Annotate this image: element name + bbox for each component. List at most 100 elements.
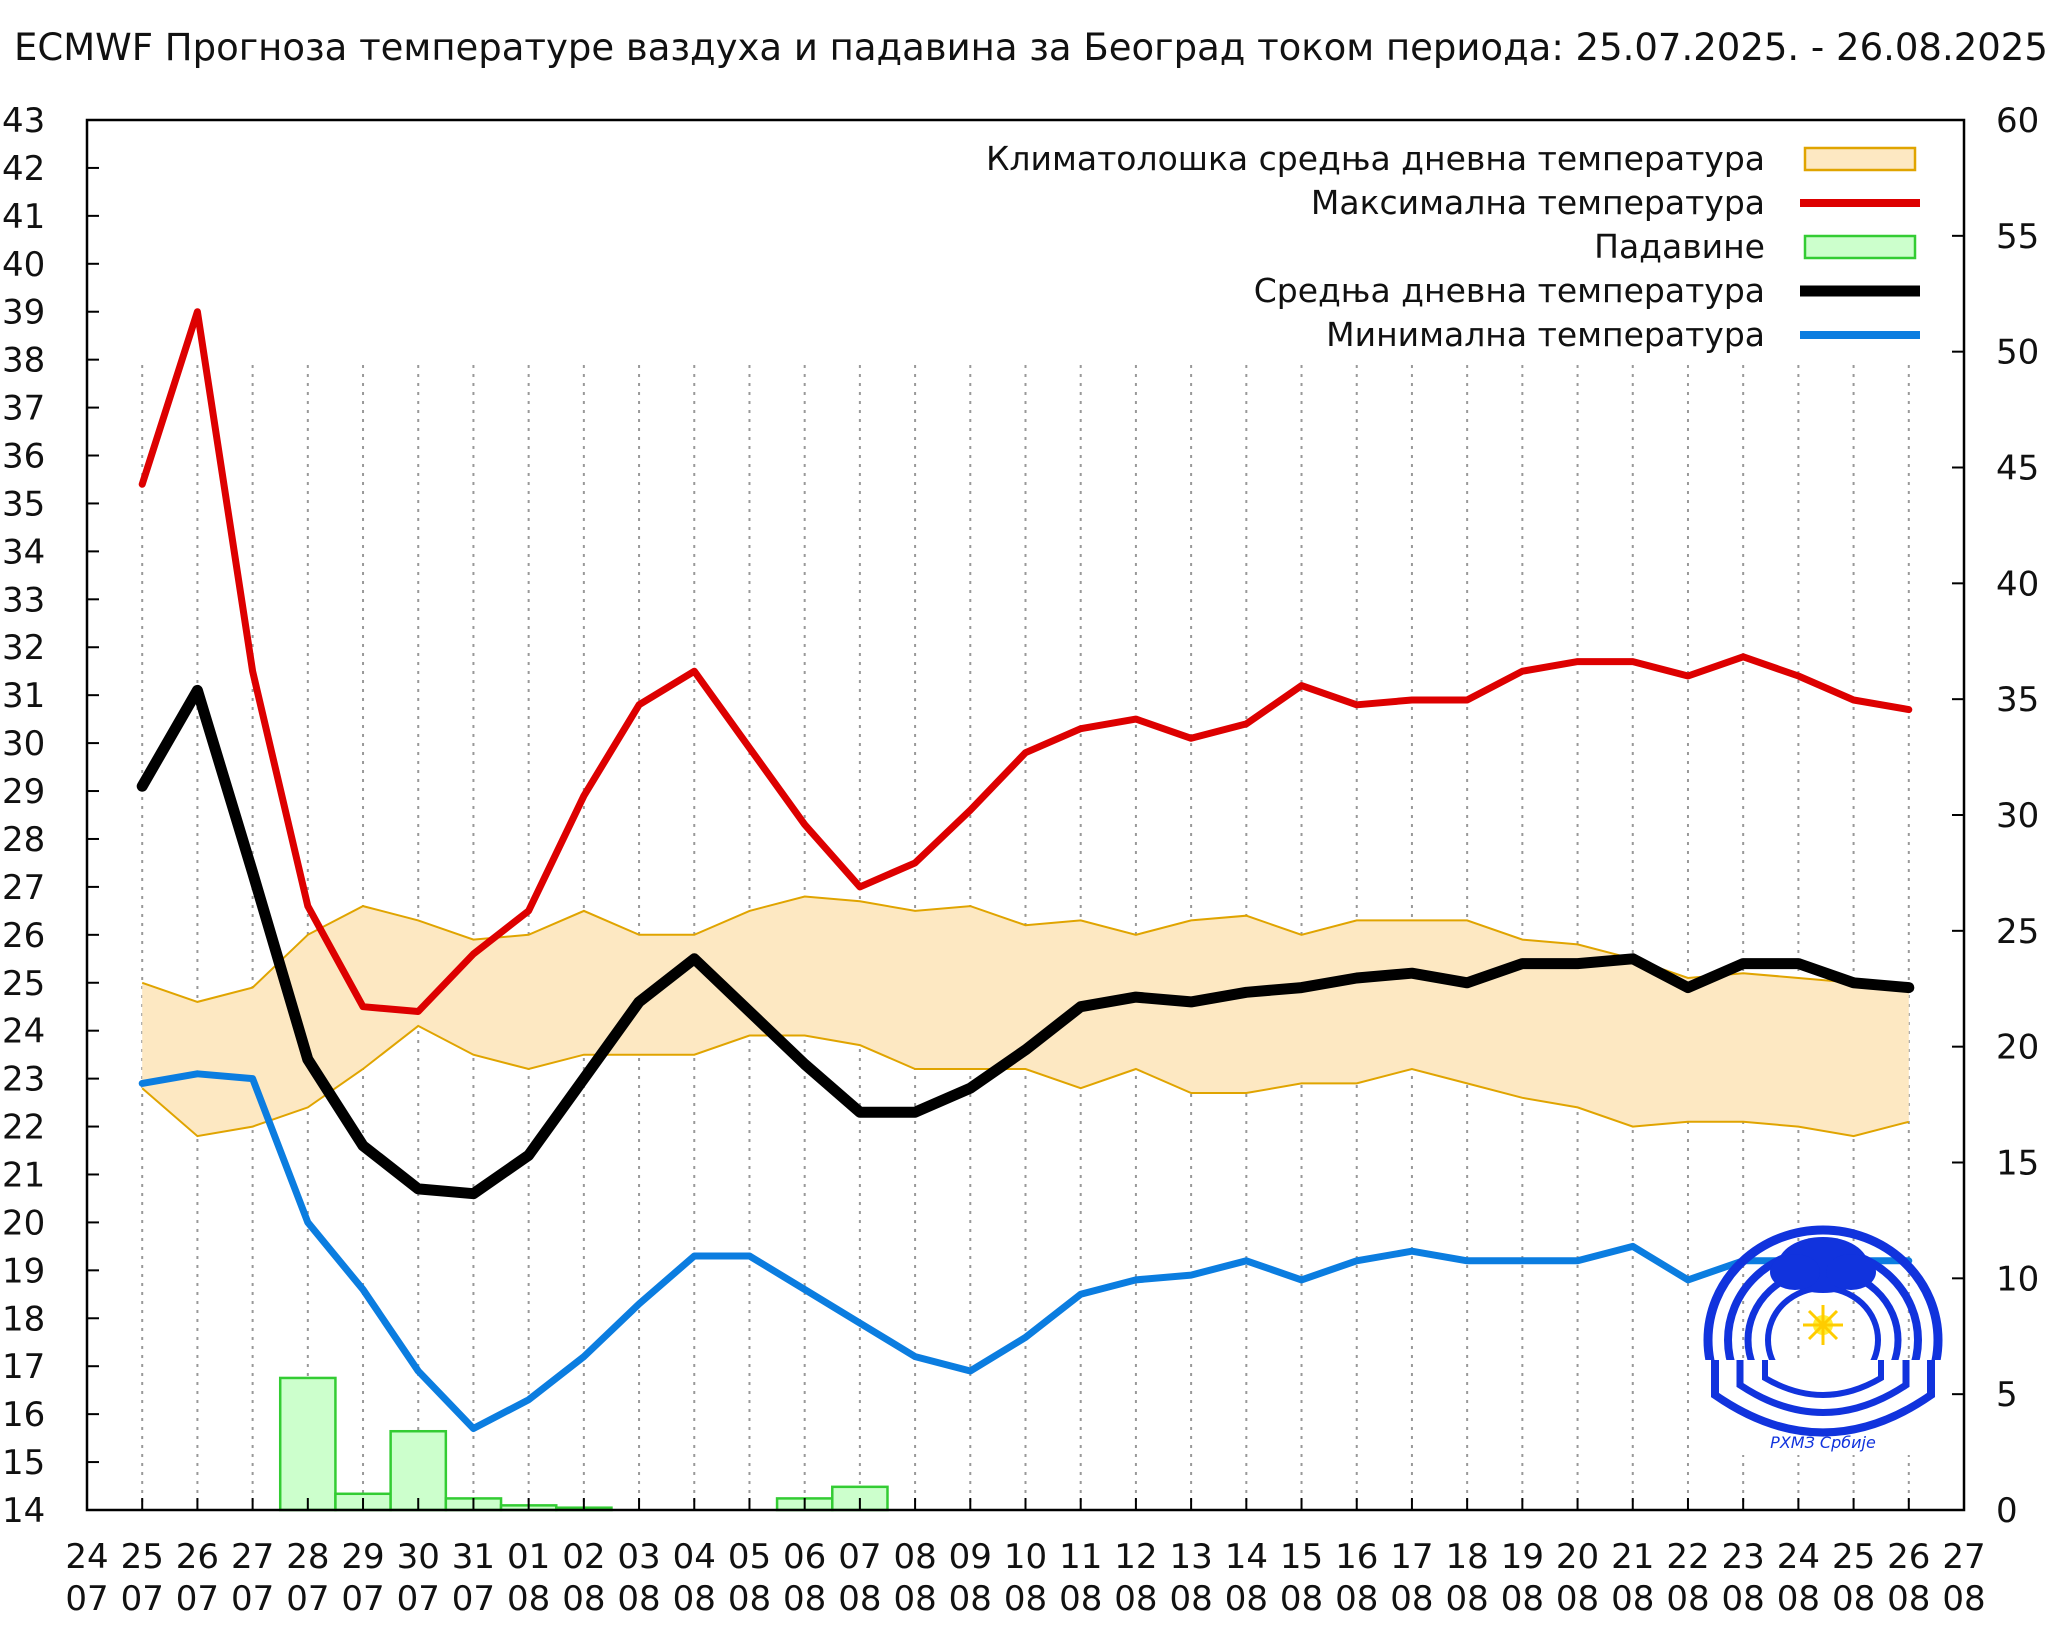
x-tick-day: 24 <box>1777 1537 1820 1577</box>
y-right-tick-label: 10 <box>1996 1259 2039 1299</box>
legend: Климатолошка средња дневна температура Ма… <box>986 139 1920 354</box>
x-tick-day: 14 <box>1225 1537 1268 1577</box>
x-tick-month: 08 <box>507 1579 550 1619</box>
y-left-tick-label: 29 <box>2 772 45 812</box>
x-tick-day: 24 <box>65 1537 108 1577</box>
y-left-tick-label: 33 <box>2 580 45 620</box>
y-left-tick-label: 41 <box>2 197 45 237</box>
legend-label: Падавине <box>1594 227 1765 266</box>
rhmz-logo: РХМЗ Србије <box>1700 1225 1946 1455</box>
y-left-tick-label: 27 <box>2 868 45 908</box>
y-left-tick-label: 20 <box>2 1203 45 1243</box>
x-tick-day: 09 <box>949 1537 992 1577</box>
x-tick-day: 13 <box>1169 1537 1212 1577</box>
x-tick-day: 26 <box>176 1537 219 1577</box>
x-tick-month: 08 <box>1059 1579 1102 1619</box>
y-left-tick-label: 18 <box>2 1299 45 1339</box>
precipitation-bar <box>389 1429 448 1512</box>
x-tick-month: 08 <box>893 1579 936 1619</box>
x-tick-month: 07 <box>176 1579 219 1619</box>
x-tick-day: 10 <box>1004 1537 1047 1577</box>
legend-label: Климатолошка средња дневна температура <box>986 139 1765 178</box>
x-tick-month: 08 <box>783 1579 826 1619</box>
y-right-tick-label: 50 <box>1996 333 2039 373</box>
legend-label: Средња дневна температура <box>1254 271 1765 310</box>
right-y-axis: 0 5 10 15 20 25 30 35 40 45 50 55 60 <box>1952 101 2039 1531</box>
x-tick-day: 29 <box>341 1537 384 1577</box>
x-tick-month: 08 <box>838 1579 881 1619</box>
x-tick-day: 22 <box>1666 1537 1709 1577</box>
x-tick-day: 31 <box>452 1537 495 1577</box>
mean-temperature-line <box>136 684 1915 1200</box>
x-tick-month: 07 <box>286 1579 329 1619</box>
x-tick-month: 08 <box>1666 1579 1709 1619</box>
x-tick-month: 08 <box>673 1579 716 1619</box>
x-tick-month: 08 <box>1335 1579 1378 1619</box>
x-tick-day: 17 <box>1390 1537 1433 1577</box>
vertical-grid <box>141 365 1910 1510</box>
y-left-tick-label: 22 <box>2 1108 45 1148</box>
x-tick-month: 08 <box>1114 1579 1157 1619</box>
climatology-band <box>141 895 1910 1138</box>
x-tick-month: 08 <box>949 1579 992 1619</box>
y-left-tick-label: 28 <box>2 820 45 860</box>
x-tick-day: 05 <box>728 1537 771 1577</box>
x-tick-month: 08 <box>1501 1579 1544 1619</box>
x-tick-day: 01 <box>507 1537 550 1577</box>
legend-swatch <box>1803 234 1917 260</box>
x-tick-day: 18 <box>1446 1537 1489 1577</box>
x-tick-day: 08 <box>893 1537 936 1577</box>
x-tick-day: 16 <box>1335 1537 1378 1577</box>
x-tick-day: 20 <box>1556 1537 1599 1577</box>
y-left-tick-label: 34 <box>2 532 45 572</box>
x-tick-month: 07 <box>452 1579 495 1619</box>
x-tick-day: 26 <box>1887 1537 1930 1577</box>
legend-swatch <box>1803 146 1917 172</box>
y-right-tick-label: 40 <box>1996 564 2039 604</box>
x-tick-month: 08 <box>1169 1579 1212 1619</box>
x-tick-month: 08 <box>1004 1579 1047 1619</box>
x-tick-day: 27 <box>231 1537 274 1577</box>
x-tick-month: 08 <box>1832 1579 1875 1619</box>
y-left-tick-label: 21 <box>2 1155 45 1195</box>
legend-label: Минимална температура <box>1326 315 1765 354</box>
x-tick-day: 15 <box>1280 1537 1323 1577</box>
y-left-tick-label: 37 <box>2 389 45 429</box>
x-tick-month: 08 <box>1280 1579 1323 1619</box>
y-right-tick-label: 30 <box>1996 796 2039 836</box>
x-tick-day: 27 <box>1942 1537 1985 1577</box>
left-y-axis: 14 15 16 17 18 19 20 21 22 23 24 25 26 27 28 29 30 31 32 33… <box>2 101 99 1531</box>
x-tick-month: 08 <box>1887 1579 1930 1619</box>
x-tick-month: 07 <box>231 1579 274 1619</box>
temperature-lines <box>136 308 1915 1432</box>
x-tick-month: 08 <box>1390 1579 1433 1619</box>
precipitation-bar <box>278 1376 337 1512</box>
y-left-tick-label: 19 <box>2 1251 45 1291</box>
x-tick-month: 08 <box>1722 1579 1765 1619</box>
y-left-tick-label: 15 <box>2 1443 45 1483</box>
x-tick-month: 08 <box>1556 1579 1599 1619</box>
x-tick-month: 08 <box>1777 1579 1820 1619</box>
x-tick-month: 07 <box>65 1579 108 1619</box>
y-right-tick-label: 55 <box>1996 217 2039 257</box>
svg-text:РХМЗ Србије: РХМЗ Србије <box>1770 1433 1876 1452</box>
y-right-tick-label: 0 <box>1996 1491 2018 1531</box>
y-left-tick-label: 39 <box>2 293 45 333</box>
y-left-tick-label: 32 <box>2 628 45 668</box>
y-left-tick-label: 24 <box>2 1012 45 1052</box>
x-tick-month: 08 <box>728 1579 771 1619</box>
y-left-tick-label: 31 <box>2 676 45 716</box>
y-right-tick-label: 5 <box>1996 1375 2018 1415</box>
y-left-tick-label: 25 <box>2 964 45 1004</box>
x-tick-month: 08 <box>1446 1579 1489 1619</box>
x-tick-day: 04 <box>673 1537 716 1577</box>
y-left-tick-label: 17 <box>2 1347 45 1387</box>
y-left-tick-label: 43 <box>2 101 45 141</box>
y-left-tick-label: 40 <box>2 245 45 285</box>
y-left-tick-label: 16 <box>2 1395 45 1435</box>
x-tick-day: 28 <box>286 1537 329 1577</box>
y-right-tick-label: 20 <box>1996 1028 2039 1068</box>
x-tick-month: 07 <box>397 1579 440 1619</box>
y-left-tick-label: 26 <box>2 916 45 956</box>
